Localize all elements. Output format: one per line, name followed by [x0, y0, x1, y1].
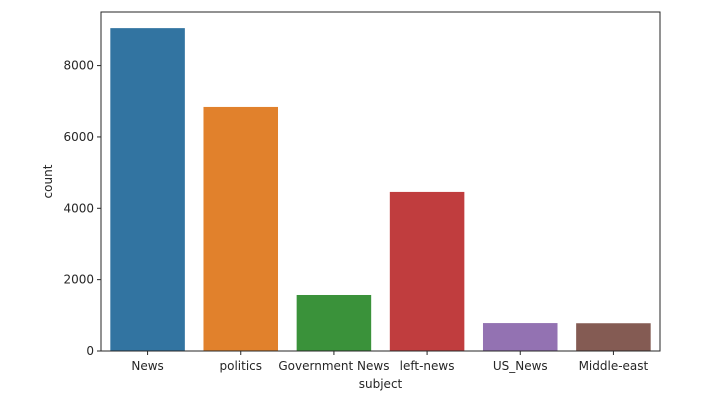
x-tick-label: politics — [219, 359, 262, 373]
bar-politics — [203, 106, 279, 351]
bar-middle-east — [576, 323, 651, 351]
x-tick-label: News — [131, 359, 163, 373]
bar-left-news — [389, 191, 465, 351]
x-tick-label: Middle-east — [579, 359, 649, 373]
y-axis-ticks: 0 2000 4000 6000 8000 — [63, 59, 101, 358]
bar-news — [110, 28, 185, 351]
x-tick-label: left-news — [400, 359, 455, 373]
y-tick-label: 6000 — [63, 130, 94, 144]
x-axis-ticks: News politics Government News left-news US_N… — [131, 351, 649, 373]
y-tick-label: 0 — [86, 344, 94, 358]
bar-us-news — [482, 323, 558, 351]
y-tick-label: 8000 — [63, 59, 94, 73]
y-tick-label: 2000 — [63, 273, 94, 287]
x-tick-label: US_News — [493, 359, 548, 373]
x-axis-label: subject — [359, 377, 403, 391]
y-tick-label: 4000 — [63, 201, 94, 215]
plot-frame — [100, 11, 661, 352]
x-tick-label: Government News — [278, 359, 389, 373]
bar-government-news — [296, 294, 372, 351]
bars — [110, 28, 651, 351]
y-axis-label: count — [41, 164, 55, 198]
